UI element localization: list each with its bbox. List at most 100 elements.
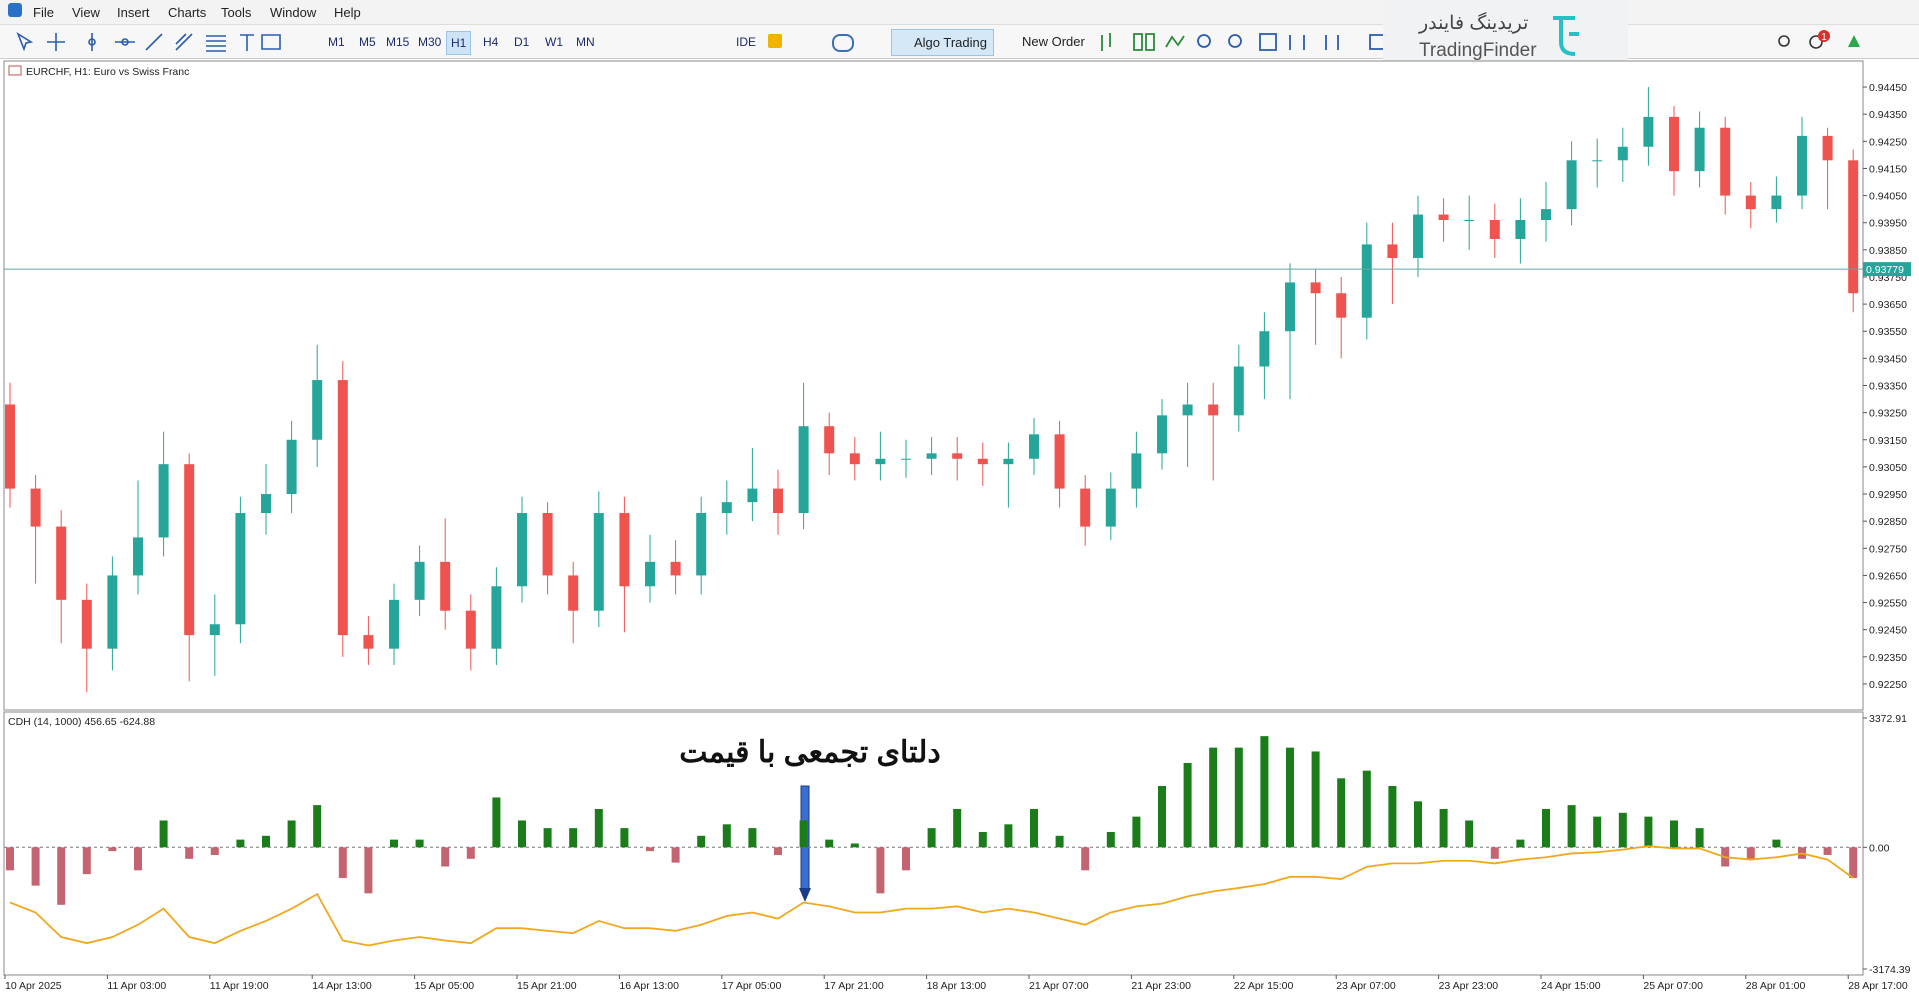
candle-body [1361, 244, 1372, 318]
y-tick-label: 0.93150 [1869, 435, 1907, 447]
histogram-bar [1106, 831, 1115, 848]
candle-body [1822, 135, 1833, 161]
timeframe-button[interactable]: H4 [483, 35, 499, 49]
candle-body [1848, 160, 1859, 294]
histogram-bar [82, 847, 91, 875]
histogram-bar [1260, 736, 1269, 848]
timeframe-button[interactable]: M5 [359, 35, 376, 49]
timeframe-button[interactable]: M30 [418, 35, 442, 49]
x-tick-label: 17 Apr 05:00 [722, 980, 782, 992]
candle-body [1259, 331, 1270, 367]
histogram-bar [671, 847, 680, 863]
y-tick-label: 0.92250 [1869, 679, 1907, 691]
candle-body [1643, 116, 1654, 147]
candle-body [901, 458, 911, 460]
histogram-bar [1030, 808, 1038, 848]
timeframe-button[interactable]: H1 [446, 31, 472, 55]
histogram-bar [57, 847, 66, 905]
y-tick-label: 0.94050 [1869, 191, 1907, 203]
histogram-bar [953, 808, 962, 848]
candle-body [645, 561, 655, 587]
histogram-bar [1286, 747, 1294, 848]
menu-item[interactable]: View [72, 5, 100, 20]
histogram-bar [825, 839, 834, 848]
candle-body [363, 635, 374, 649]
ide-button[interactable]: IDE [736, 35, 757, 49]
x-tick-label: 21 Apr 23:00 [1131, 980, 1191, 992]
candle-body [1003, 458, 1014, 465]
candle-body [1182, 404, 1193, 416]
candle-body [542, 513, 553, 576]
timeframe-button[interactable]: D1 [514, 35, 530, 49]
candle-body [1233, 366, 1244, 416]
candle-body [5, 404, 15, 489]
timeframe-button[interactable]: W1 [545, 35, 563, 49]
candle-body [184, 464, 195, 636]
candle-body [107, 575, 118, 649]
indicator-title: CDH (14, 1000) 456.65 -624.88 [8, 716, 155, 728]
y-tick-label: -3174.39 [1869, 964, 1911, 976]
x-tick-label: 16 Apr 13:00 [619, 980, 679, 992]
logo-text-fa: تریدینگ فایندر [1419, 13, 1529, 34]
new-order-button[interactable]: New Order [1022, 34, 1085, 49]
y-tick-label: 0.94250 [1869, 136, 1907, 148]
candle-body [1438, 214, 1449, 220]
annotation: دلتای تجمعی با قیمت [679, 736, 940, 769]
candle-body [721, 502, 732, 514]
cloud-icon[interactable] [832, 34, 854, 52]
histogram-bar [1772, 839, 1781, 848]
histogram-bar [1746, 847, 1755, 859]
timeframe-button[interactable]: M1 [328, 35, 345, 49]
candle-body [926, 453, 937, 459]
logo-text-en: TradingFinder [1419, 40, 1537, 61]
candle-body [1669, 116, 1679, 172]
menu-item[interactable]: Window [270, 5, 317, 20]
histogram-bar [722, 824, 731, 848]
candle-body [1745, 195, 1756, 210]
histogram-bar [1337, 778, 1346, 848]
timeframe-button[interactable]: M15 [386, 35, 410, 49]
menu-item[interactable]: Charts [168, 5, 207, 20]
symbol-icon [8, 65, 22, 76]
histogram-bar [978, 831, 987, 848]
y-tick-label: 0.93850 [1869, 245, 1907, 257]
candle-body [670, 561, 681, 576]
menu-item[interactable]: File [33, 5, 54, 20]
histogram-bar [1542, 808, 1550, 848]
histogram-bar [569, 828, 578, 848]
chart-title: EURCHF, H1: Euro vs Swiss Franc [26, 66, 189, 78]
histogram-bar [338, 847, 347, 878]
histogram-bar [876, 847, 885, 894]
candle-body [619, 513, 630, 587]
lock-icon[interactable] [768, 34, 782, 48]
histogram-bar [390, 839, 398, 848]
histogram-bar [748, 828, 757, 848]
x-tick-label: 28 Apr 17:00 [1848, 980, 1908, 992]
menu-item[interactable]: Insert [117, 5, 150, 20]
histogram-bar [1055, 835, 1064, 848]
histogram-bar [1183, 762, 1192, 848]
x-tick-label: 21 Apr 07:00 [1029, 980, 1089, 992]
histogram-bar [902, 847, 910, 871]
candle-body [977, 458, 988, 465]
candle-body [952, 453, 963, 459]
menu-item[interactable]: Tools [221, 5, 252, 20]
histogram-bar [1004, 824, 1013, 848]
timeframe-button[interactable]: MN [576, 35, 595, 49]
histogram-bar [850, 843, 859, 848]
y-tick-label: 0.93050 [1869, 462, 1907, 474]
histogram-bar [466, 847, 475, 859]
algo-trading-button[interactable]: Algo Trading [891, 29, 994, 56]
histogram-bar [262, 835, 270, 848]
x-tick-label: 17 Apr 21:00 [824, 980, 884, 992]
x-tick-label: 10 Apr 2025 [5, 980, 62, 992]
candle-body [56, 526, 67, 600]
x-tick-label: 11 Apr 03:00 [107, 980, 166, 992]
menu-item[interactable]: Help [334, 5, 361, 20]
candle-body [261, 494, 271, 514]
y-tick-label: 0.93650 [1869, 299, 1907, 311]
candle-body [235, 513, 246, 625]
histogram-bar [210, 847, 219, 855]
candle-body [1387, 244, 1398, 258]
histogram-bar [518, 820, 526, 848]
